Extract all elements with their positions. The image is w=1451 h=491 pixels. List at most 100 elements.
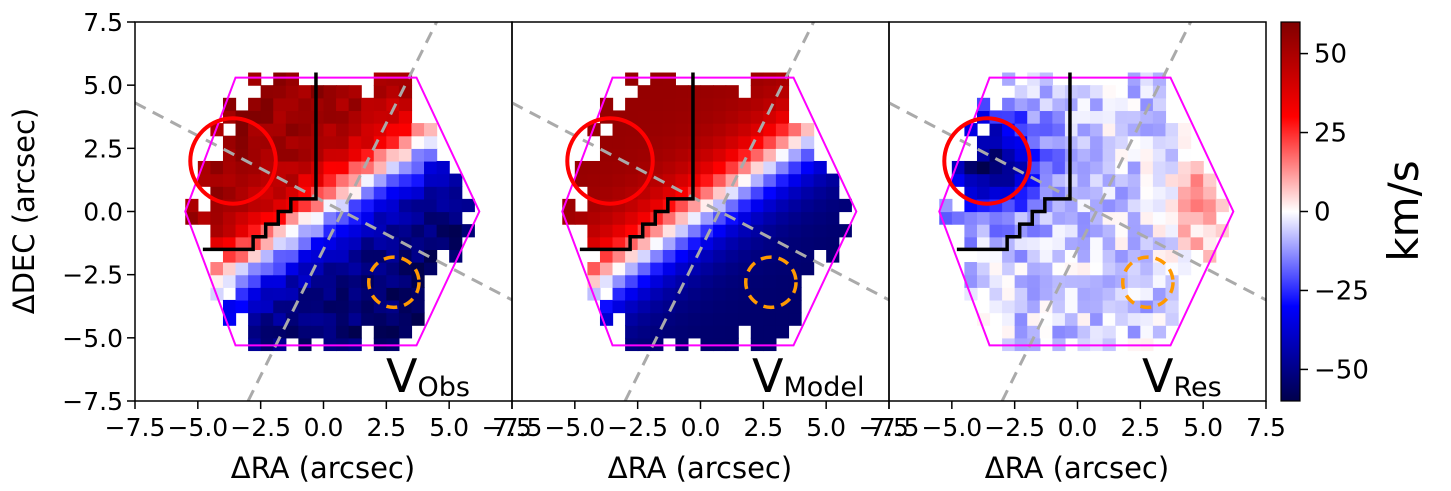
pixel-cell	[763, 160, 777, 175]
pixel-cell	[273, 110, 287, 124]
pixel-cell	[348, 97, 362, 112]
pixel-cell	[336, 287, 350, 301]
pixel-cell	[725, 224, 739, 238]
dashed-axis-line-2	[246, 22, 438, 401]
pixel-cell	[700, 312, 714, 326]
pixel-cell	[1140, 325, 1154, 339]
pixel-cell	[323, 135, 337, 149]
x-tick-label: 7.5	[1246, 413, 1286, 442]
pixel-cell	[1077, 173, 1091, 187]
pixel-cell	[373, 325, 387, 339]
colorbar-label: km/s	[1379, 160, 1428, 261]
pixel-cell	[599, 262, 614, 276]
pixel-cell	[1165, 262, 1179, 276]
pixel-cell	[738, 287, 752, 301]
pixel-cell	[1002, 249, 1016, 263]
pixel-cell	[750, 110, 764, 124]
panel-label-subscript: Model	[783, 372, 864, 403]
pixel-cell	[713, 160, 727, 175]
pixel-cell	[1014, 299, 1028, 314]
pixel-cell	[197, 173, 211, 187]
x-tick-label: 0.0	[1058, 413, 1098, 442]
pixel-cell	[260, 211, 274, 225]
pixel-cell	[738, 135, 752, 149]
pixel-cell	[650, 299, 664, 314]
pixel-cell	[361, 312, 375, 326]
x-tick-label: 0.0	[681, 413, 721, 442]
pixel-cell	[801, 173, 815, 187]
pixel-cell	[725, 186, 739, 200]
pixel-cell	[725, 135, 739, 149]
pixel-cell	[1140, 97, 1154, 112]
pixel-cell	[298, 299, 312, 314]
pixel-cell	[650, 85, 664, 99]
pixel-cell	[625, 287, 639, 301]
pixel-cell	[273, 186, 287, 200]
pixel-cell	[700, 110, 714, 124]
pixel-cell	[260, 97, 274, 112]
pixel-cell	[1190, 236, 1204, 250]
pixel-cell	[775, 160, 790, 175]
pixel-cell	[713, 299, 727, 314]
pixel-cell	[1090, 274, 1104, 288]
pixel-cell	[386, 72, 400, 86]
pixel-cell	[348, 262, 362, 276]
pixel-cell	[1027, 299, 1041, 314]
pixel-cell	[1064, 236, 1079, 250]
pixel-cell	[273, 312, 287, 326]
pixel-cell	[662, 274, 676, 288]
pixel-cell	[373, 148, 387, 162]
pixel-cell	[1039, 135, 1053, 149]
pixel-cell	[1127, 97, 1141, 112]
pixel-cell	[398, 97, 413, 112]
pixel-cell	[1064, 211, 1079, 225]
pixel-cell	[1178, 148, 1192, 162]
pixel-cell	[348, 274, 362, 288]
pixel-cell	[1090, 262, 1104, 276]
pixel-cell	[1178, 198, 1192, 213]
pixel-cell	[775, 312, 790, 326]
pixel-cell	[424, 198, 438, 213]
pixel-cell	[1140, 262, 1154, 276]
pixel-cell	[260, 262, 274, 276]
pixel-cell	[637, 325, 651, 339]
panel-residual: −7.5 −5.0 −2.5 0.0 2.5 5.0 7.5 ΔRA (arcsec) VR…	[859, 21, 1286, 485]
pixel-cell	[675, 173, 689, 187]
pixel-cell	[210, 211, 224, 225]
pixel-cell	[675, 198, 689, 213]
pixel-cell	[1090, 236, 1104, 250]
pixel-cell	[976, 135, 991, 149]
pixel-cell	[1140, 211, 1154, 225]
dashed-axis-line-2	[1000, 22, 1192, 401]
pixel-cell	[373, 312, 387, 326]
x-tick-label: 7.5	[492, 413, 532, 442]
pixel-cell	[1165, 211, 1179, 225]
pixel-cell	[361, 148, 375, 162]
y-tick-label: 0.0	[83, 198, 123, 227]
pixel-cell	[763, 287, 777, 301]
pixel-cell	[1039, 274, 1053, 288]
pixel-cell	[285, 148, 299, 162]
pixel-cell	[1090, 123, 1104, 137]
pixel-cell	[964, 236, 978, 250]
pixel-cell	[763, 262, 777, 276]
pixel-cell	[1127, 110, 1141, 124]
pixel-cell	[1140, 160, 1154, 175]
pixel-cell	[1102, 325, 1116, 339]
pixel-cell	[951, 211, 965, 225]
pixel-cell	[1165, 135, 1179, 149]
pixel-cell	[612, 287, 626, 301]
pixel-cell	[1090, 97, 1104, 112]
pixel-cell	[675, 160, 689, 175]
pixel-cell	[373, 236, 387, 250]
pixel-cell	[725, 312, 739, 326]
pixel-cell	[386, 325, 400, 339]
pixel-cell	[310, 211, 325, 225]
pixel-cell	[1102, 274, 1116, 288]
pixel-cell	[788, 198, 802, 213]
pixel-cell	[700, 287, 714, 301]
pixel-cell	[1140, 72, 1154, 86]
pixel-cell	[1002, 97, 1016, 112]
pixel-cell	[361, 299, 375, 314]
pixel-cell	[248, 325, 262, 339]
